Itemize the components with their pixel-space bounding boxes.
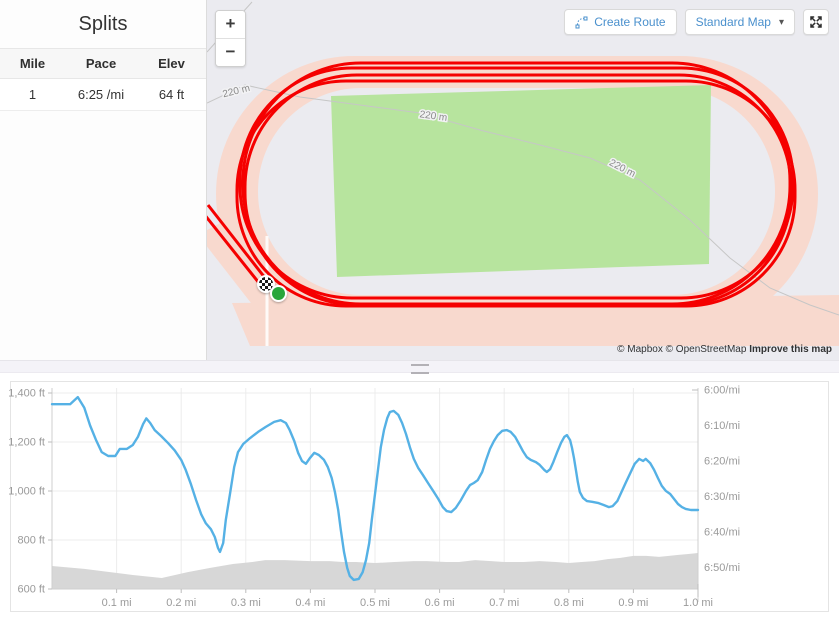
activity-map[interactable]: 220 m 220 m 220 m + − bbox=[207, 0, 839, 360]
map-style-dropdown[interactable]: Standard Map ▾ bbox=[684, 9, 795, 35]
elevation-area bbox=[52, 553, 698, 589]
gps-route-trace bbox=[207, 61, 797, 308]
track-bottom-strip bbox=[232, 295, 839, 346]
contour-label: 220 m bbox=[222, 83, 252, 100]
fullscreen-icon bbox=[810, 16, 822, 28]
resize-handle[interactable] bbox=[411, 364, 429, 374]
x-label: 0.6 mi bbox=[425, 597, 455, 609]
elevation-pace-chart[interactable]: 1,400 ft 1,200 ft 1,000 ft 800 ft 600 ft 0.1 … bbox=[0, 374, 839, 621]
x-label: 0.8 mi bbox=[554, 597, 584, 609]
x-label: 0.2 mi bbox=[166, 597, 196, 609]
pace-unit: /mi bbox=[106, 87, 125, 102]
y-left-label: 1,400 ft bbox=[8, 388, 45, 400]
create-route-label: Create Route bbox=[594, 15, 666, 29]
panel-divider bbox=[0, 360, 839, 374]
column-header-elev: Elev bbox=[158, 56, 185, 71]
contour-line bbox=[207, 84, 839, 316]
x-label: 0.9 mi bbox=[618, 597, 648, 609]
column-header-mile: Mile bbox=[19, 56, 46, 71]
y-left-label: 600 ft bbox=[17, 584, 45, 596]
splits-title: Splits bbox=[0, 0, 206, 49]
zoom-in-button[interactable]: + bbox=[216, 11, 245, 39]
map-canvas: 220 m 220 m 220 m bbox=[207, 1, 839, 346]
splits-table: Mile Pace Elev 1 6:25 /mi 64 ft bbox=[0, 49, 206, 111]
x-label: 0.3 mi bbox=[231, 597, 261, 609]
split-pace-value: 6:25 /mi bbox=[77, 87, 125, 102]
x-label: 0.5 mi bbox=[360, 597, 390, 609]
y-left-label: 1,200 ft bbox=[8, 437, 45, 449]
column-header-pace: Pace bbox=[85, 56, 117, 71]
map-attribution: © Mapbox © OpenStreetMap Improve this ma… bbox=[617, 344, 832, 355]
y-left-label: 1,000 ft bbox=[8, 486, 45, 498]
mapbox-attribution-link[interactable]: © Mapbox bbox=[617, 344, 663, 355]
osm-attribution-link[interactable]: © OpenStreetMap bbox=[665, 344, 747, 355]
y-right-label: 6:30/mi bbox=[704, 491, 740, 503]
y-right-label: 6:00/mi bbox=[704, 385, 740, 397]
pace-line bbox=[50, 395, 700, 582]
map-style-label: Standard Map bbox=[695, 15, 771, 29]
chevron-down-icon: ▾ bbox=[778, 16, 784, 28]
table-row[interactable]: 1 6:25 /mi 64 ft bbox=[0, 79, 206, 111]
track-infield bbox=[331, 85, 711, 277]
create-route-button[interactable]: Create Route bbox=[564, 9, 677, 35]
map-toolbar: Create Route Standard Map ▾ bbox=[564, 9, 829, 35]
start-marker[interactable] bbox=[270, 285, 287, 302]
x-label: 0.7 mi bbox=[489, 597, 519, 609]
y-left-label: 800 ft bbox=[17, 535, 45, 547]
top-section: Splits Mile Pace Elev 1 6:25 /mi 64 ft bbox=[0, 0, 839, 360]
x-label: 0.4 mi bbox=[295, 597, 325, 609]
y-right-label: 6:20/mi bbox=[704, 456, 740, 468]
route-icon bbox=[575, 16, 588, 28]
splits-table-header: Mile Pace Elev bbox=[0, 49, 206, 79]
elev-unit: ft bbox=[176, 87, 185, 102]
map-zoom-control: + − bbox=[215, 10, 246, 67]
fullscreen-button[interactable] bbox=[803, 9, 829, 35]
x-label: 1.0 mi bbox=[683, 597, 713, 609]
x-label: 0.1 mi bbox=[102, 597, 132, 609]
y-right-label: 6:40/mi bbox=[704, 527, 740, 539]
y-right-label: 6:50/mi bbox=[704, 562, 740, 574]
y-right-label: 6:10/mi bbox=[704, 420, 740, 432]
splits-panel: Splits Mile Pace Elev 1 6:25 /mi 64 ft bbox=[0, 0, 207, 360]
split-elev-value: 64 ft bbox=[158, 87, 185, 102]
zoom-out-button[interactable]: − bbox=[216, 39, 245, 66]
improve-map-link[interactable]: Improve this map bbox=[749, 344, 832, 355]
split-mile-value: 1 bbox=[28, 87, 37, 102]
